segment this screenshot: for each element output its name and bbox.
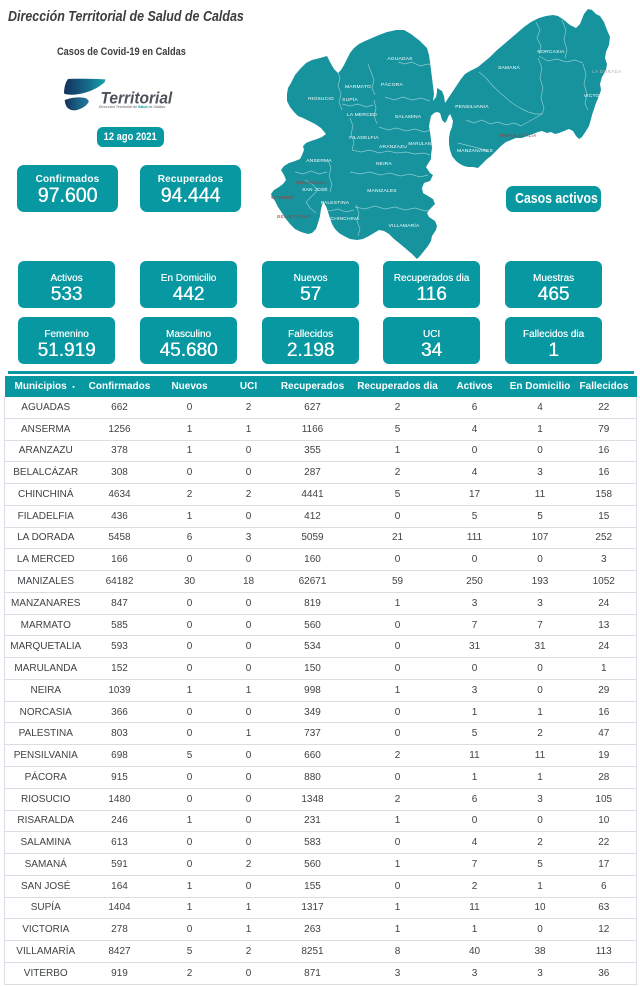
svg-text:ARANZAZU: ARANZAZU — [379, 144, 407, 150]
svg-text:CHINCHINÁ: CHINCHINÁ — [331, 215, 361, 222]
svg-text:MARMATO: MARMATO — [345, 84, 371, 90]
svg-text:BELALCÁZAR: BELALCÁZAR — [277, 213, 311, 220]
svg-text:MANIZALES: MANIZALES — [367, 188, 397, 194]
svg-text:SAMANÁ: SAMANÁ — [498, 64, 520, 71]
svg-text:SAN JOSÉ: SAN JOSÉ — [302, 186, 328, 193]
svg-text:PÁCORA: PÁCORA — [381, 81, 403, 88]
svg-text:MARULANDA: MARULANDA — [408, 141, 437, 146]
svg-text:NORCASIA: NORCASIA — [537, 49, 565, 55]
svg-text:RISARALDA: RISARALDA — [296, 180, 326, 186]
svg-text:LA MERCED: LA MERCED — [347, 112, 377, 118]
svg-text:AGUADAS: AGUADAS — [387, 56, 413, 62]
svg-text:PENSILVANIA: PENSILVANIA — [455, 104, 489, 110]
svg-text:SUPÍA: SUPÍA — [342, 96, 358, 103]
svg-text:MARQUETALIA: MARQUETALIA — [500, 133, 537, 139]
svg-text:VITERBO: VITERBO — [271, 195, 294, 201]
svg-text:NEIRA: NEIRA — [376, 161, 392, 167]
svg-text:FILADELFIA: FILADELFIA — [349, 135, 379, 141]
svg-text:SALAMINA: SALAMINA — [395, 114, 422, 120]
svg-text:LA DORADA: LA DORADA — [592, 69, 622, 75]
svg-text:VILLAMARÍA: VILLAMARÍA — [389, 222, 420, 229]
svg-text:Dirección Territorial de Salud: Dirección Territorial de Salud de Caldas — [99, 105, 165, 109]
svg-text:MANZANARES: MANZANARES — [457, 148, 494, 154]
svg-text:VICTORIA: VICTORIA — [584, 93, 609, 99]
svg-text:RIOSUCIO: RIOSUCIO — [308, 96, 334, 102]
svg-text:Territorial: Territorial — [100, 90, 172, 108]
svg-text:ANSERMA: ANSERMA — [306, 158, 332, 164]
svg-text:PALESTINA: PALESTINA — [321, 200, 350, 206]
